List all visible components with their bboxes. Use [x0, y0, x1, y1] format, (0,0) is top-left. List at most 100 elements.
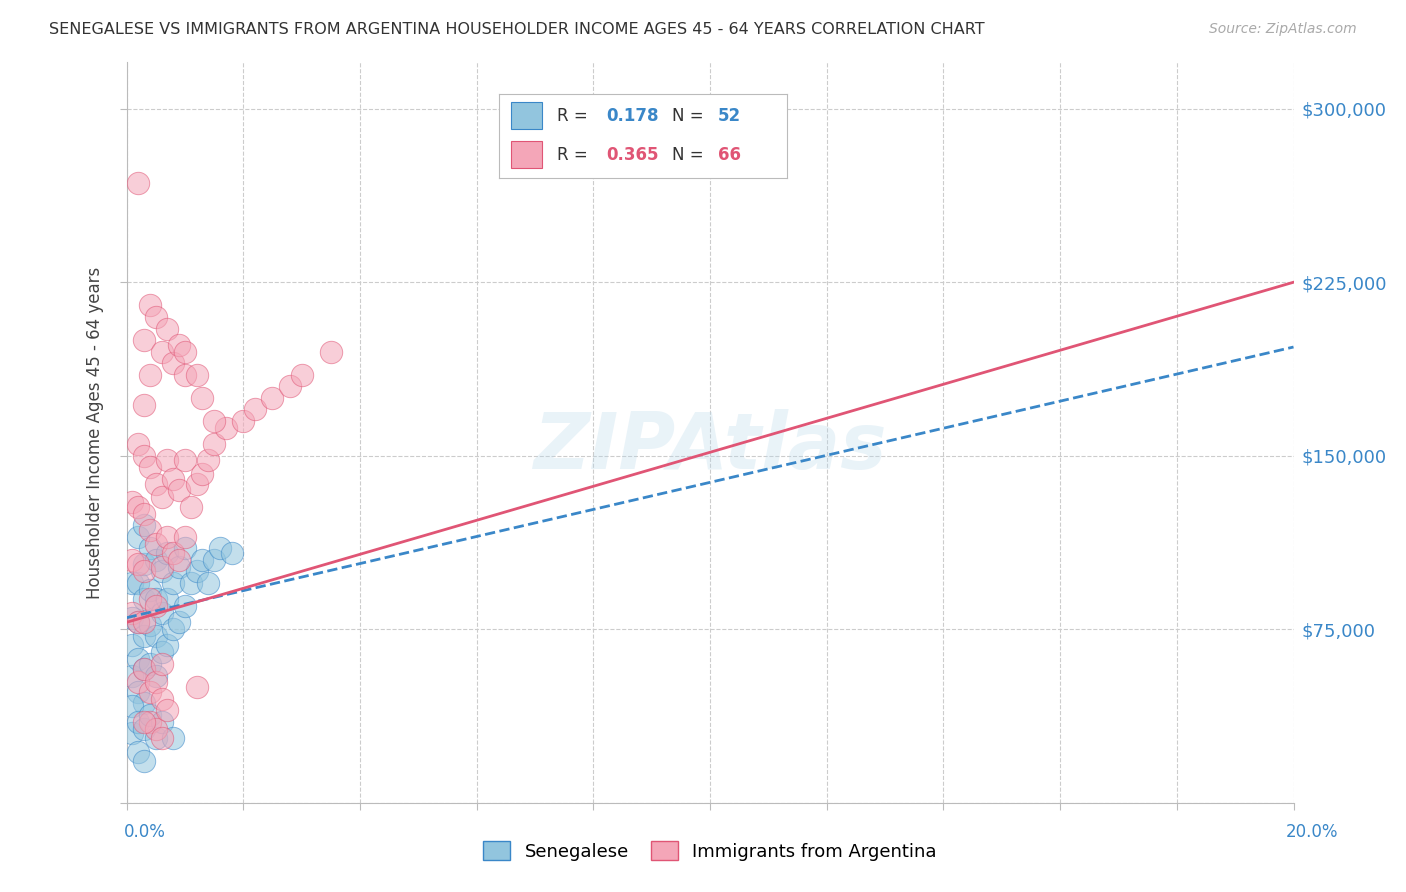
Point — [150, 691, 173, 706]
Point — [139, 298, 162, 312]
Legend: Senegalese, Immigrants from Argentina: Senegalese, Immigrants from Argentina — [477, 834, 943, 868]
Point — [127, 558, 149, 572]
Point — [232, 414, 254, 428]
Point — [197, 453, 219, 467]
Point — [127, 530, 149, 544]
Point — [121, 726, 143, 740]
Point — [150, 645, 173, 659]
Text: 0.365: 0.365 — [606, 145, 658, 163]
Point — [132, 398, 155, 412]
Point — [132, 592, 155, 607]
Point — [174, 599, 197, 614]
Point — [121, 606, 143, 620]
Point — [139, 592, 162, 607]
Point — [150, 731, 173, 745]
Point — [262, 391, 284, 405]
Point — [156, 546, 179, 560]
Point — [145, 668, 167, 682]
Point — [197, 576, 219, 591]
Point — [156, 321, 179, 335]
Point — [139, 707, 162, 722]
FancyBboxPatch shape — [510, 103, 543, 129]
Point — [156, 639, 179, 653]
Point — [162, 731, 184, 745]
Point — [127, 615, 149, 630]
Point — [132, 662, 155, 676]
Point — [167, 483, 190, 498]
Point — [186, 476, 208, 491]
Point — [145, 675, 167, 690]
Point — [174, 344, 197, 359]
Point — [127, 500, 149, 514]
Point — [156, 453, 179, 467]
Point — [145, 629, 167, 643]
Point — [202, 553, 225, 567]
Point — [180, 500, 202, 514]
Point — [186, 680, 208, 694]
Point — [121, 495, 143, 509]
Point — [290, 368, 312, 382]
Point — [162, 546, 184, 560]
Point — [132, 507, 155, 521]
Point — [139, 368, 162, 382]
Point — [278, 379, 301, 393]
Point — [150, 714, 173, 729]
Point — [145, 310, 167, 324]
Point — [186, 368, 208, 382]
Point — [202, 414, 225, 428]
Point — [121, 553, 143, 567]
Point — [127, 745, 149, 759]
Point — [221, 546, 243, 560]
Point — [139, 541, 162, 556]
Point — [132, 565, 155, 579]
Point — [191, 553, 214, 567]
Point — [127, 576, 149, 591]
Point — [139, 523, 162, 537]
Point — [145, 592, 167, 607]
Text: 52: 52 — [718, 107, 741, 125]
Point — [145, 476, 167, 491]
Text: Source: ZipAtlas.com: Source: ZipAtlas.com — [1209, 22, 1357, 37]
Text: ZIPAtlas: ZIPAtlas — [533, 409, 887, 485]
Point — [139, 617, 162, 632]
Point — [139, 657, 162, 671]
Point — [145, 553, 167, 567]
Text: 0.178: 0.178 — [606, 107, 658, 125]
Point — [145, 722, 167, 736]
Text: 66: 66 — [718, 145, 741, 163]
Point — [145, 731, 167, 745]
Text: 0.0%: 0.0% — [124, 823, 166, 841]
Point — [162, 356, 184, 370]
FancyBboxPatch shape — [510, 141, 543, 169]
Point — [156, 530, 179, 544]
Point — [145, 536, 167, 550]
Text: 20.0%: 20.0% — [1286, 823, 1339, 841]
Point — [150, 657, 173, 671]
Point — [139, 460, 162, 475]
Point — [174, 530, 197, 544]
Point — [121, 639, 143, 653]
Y-axis label: Householder Income Ages 45 - 64 years: Householder Income Ages 45 - 64 years — [86, 267, 104, 599]
Point — [121, 668, 143, 682]
Point — [162, 576, 184, 591]
Point — [139, 685, 162, 699]
Point — [186, 565, 208, 579]
Point — [150, 559, 173, 574]
Point — [132, 722, 155, 736]
Point — [156, 592, 179, 607]
Point — [191, 467, 214, 482]
Point — [127, 176, 149, 190]
Point — [132, 518, 155, 533]
Point — [167, 559, 190, 574]
Point — [127, 675, 149, 690]
Point — [202, 437, 225, 451]
Point — [127, 685, 149, 699]
Point — [132, 714, 155, 729]
Point — [139, 582, 162, 597]
Point — [180, 576, 202, 591]
Point — [132, 629, 155, 643]
Point — [127, 714, 149, 729]
Point — [127, 437, 149, 451]
Point — [121, 576, 143, 591]
Point — [150, 491, 173, 505]
